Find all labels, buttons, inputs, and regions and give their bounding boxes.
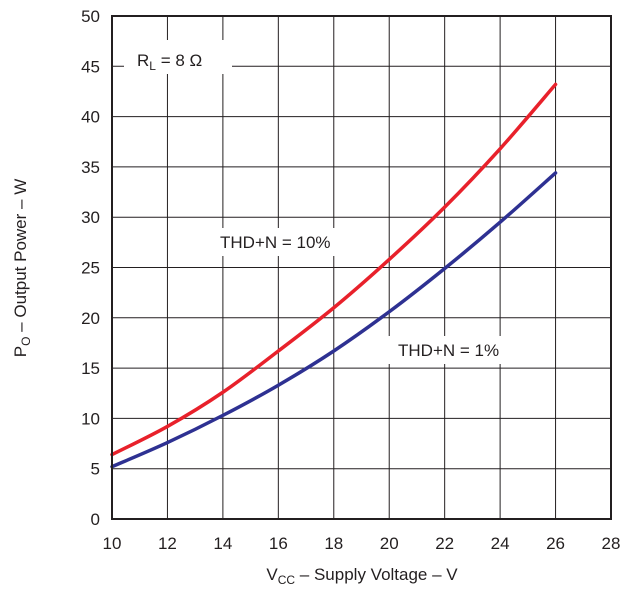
x-tick-label: 26 (546, 534, 565, 553)
x-tick-label: 22 (435, 534, 454, 553)
x-tick-label: 16 (269, 534, 288, 553)
series-label-10-box (212, 228, 362, 256)
curves (110, 82, 558, 469)
y-tick-label: 5 (91, 460, 100, 479)
plot-frame (111, 15, 612, 520)
x-tick-label: 10 (103, 534, 122, 553)
x-tick-label: 18 (324, 534, 343, 553)
series-label-1-box (388, 336, 534, 364)
series-line-thd-10 (110, 82, 558, 457)
series-label-1: THD+N = 1% (398, 341, 499, 360)
series-line-thd-1 (110, 171, 558, 469)
x-tick-label: 20 (380, 534, 399, 553)
x-tick-label: 24 (491, 534, 510, 553)
series-label-10: THD+N = 10% (220, 233, 331, 252)
x-tick-label: 14 (213, 534, 232, 553)
y-axis-title: PO – Output Power – W (11, 179, 33, 357)
condition-label-box (124, 40, 232, 74)
tick-labels: 10 12 14 16 18 20 22 24 26 28 0 5 10 15 20 25 30 35 40 45 50 (81, 7, 620, 553)
x-axis-title: VCC – Supply Voltage – V (266, 565, 458, 587)
x-tick-label: 28 (602, 534, 621, 553)
grid (112, 16, 611, 519)
y-tick-label: 35 (81, 158, 100, 177)
y-tick-label: 50 (81, 7, 100, 26)
y-tick-label: 30 (81, 208, 100, 227)
y-tick-label: 20 (81, 309, 100, 328)
y-tick-label: 40 (81, 108, 100, 127)
y-tick-label: 25 (81, 259, 100, 278)
y-tick-label: 45 (81, 57, 100, 76)
y-tick-label: 0 (91, 510, 100, 529)
y-tick-label: 15 (81, 359, 100, 378)
y-tick-label: 10 (81, 409, 100, 428)
condition-label: RL = 8 Ω (137, 51, 202, 73)
x-tick-label: 12 (158, 534, 177, 553)
